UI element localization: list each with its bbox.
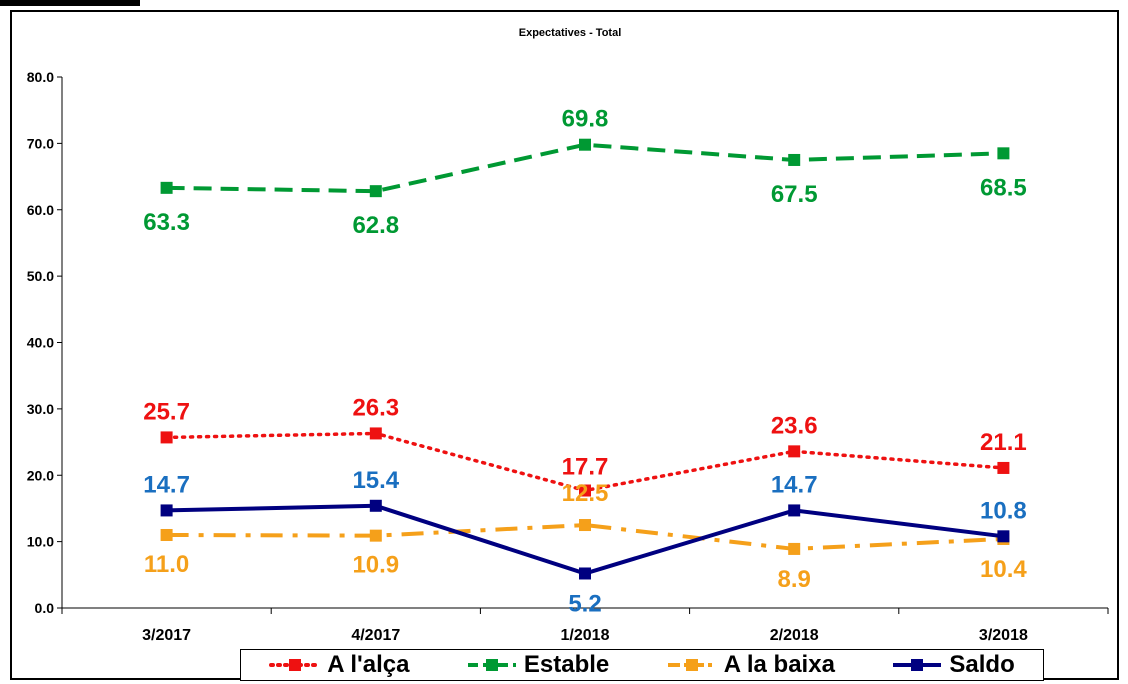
legend-item: Estable [466,651,609,679]
legend-label: Saldo [949,651,1015,678]
x-tick-label: 3/2018 [979,627,1028,644]
data-label: 62.8 [352,212,399,239]
series-line [166,503,1004,576]
x-tick-label: 1/2018 [561,627,610,644]
data-point-marker [160,431,173,444]
data-point-marker [579,484,591,497]
data-label: 14.7 [143,471,190,498]
data-point-marker [788,153,801,166]
data-label: 8.9 [778,566,811,593]
data-label: 68.5 [980,174,1027,201]
data-label: 26.3 [352,394,399,421]
data-point-marker [788,504,801,517]
data-label: 5.2 [568,590,601,617]
data-label: 11.0 [144,551,189,578]
data-label: 23.6 [771,412,818,439]
data-point-marker [579,138,591,151]
header-strip [0,0,140,6]
y-tick-label: 40.0 [27,335,54,351]
chart-legend: A l'alça Estable A la baixa Saldo [240,649,1044,681]
legend-label: A l'alça [327,651,410,678]
data-point-marker [788,445,801,458]
y-tick-label: 60.0 [27,202,54,218]
data-point-marker [160,181,173,194]
data-label: 10.8 [980,497,1027,524]
y-tick-label: 30.0 [27,401,54,417]
data-point-marker [788,542,801,555]
data-point-marker [579,519,591,532]
data-point-marker [369,427,382,440]
legend-item: Saldo [891,651,1015,679]
data-label: 25.7 [143,398,190,425]
y-tick-label: 50.0 [27,268,54,284]
data-label: 15.4 [352,467,399,494]
data-point-marker [160,504,173,517]
x-tick-label: 2/2018 [770,627,819,644]
data-label: 10.9 [352,552,399,579]
data-point-marker [160,528,173,541]
legend-label: Estable [523,651,610,678]
legend-item: A l'alça [269,651,409,679]
x-tick-label: 3/2017 [142,627,191,644]
legend-swatch [893,659,942,671]
data-label: 14.7 [771,471,818,498]
data-point-marker [579,567,591,580]
y-tick-label: 20.0 [27,467,54,483]
legend-item: A la baixa [666,651,835,679]
x-tick-label: 4/2017 [351,627,400,644]
legend-swatch [667,659,716,671]
data-label: 10.4 [980,556,1027,583]
data-point-marker [369,499,382,512]
legend-label: A la baixa [723,651,835,678]
data-point-marker [369,529,382,542]
series-line [166,142,1004,194]
data-label: 12.5 [562,480,609,507]
data-point-marker [997,147,1010,160]
data-point-marker [997,530,1010,543]
data-label: 17.7 [562,454,609,481]
data-point-marker [997,461,1010,474]
data-label: 69.8 [562,106,609,133]
chart-title: Expectatives - Total [519,27,622,39]
data-label: 67.5 [771,181,818,208]
y-tick-label: 0.0 [35,600,55,616]
legend-swatch [269,659,322,671]
data-label: 21.1 [980,429,1027,456]
y-tick-label: 80.0 [27,69,54,85]
y-tick-label: 10.0 [27,534,54,550]
y-tick-label: 70.0 [27,135,54,151]
data-label: 63.3 [143,209,190,236]
data-point-marker [369,185,382,198]
legend-swatch [467,659,516,671]
